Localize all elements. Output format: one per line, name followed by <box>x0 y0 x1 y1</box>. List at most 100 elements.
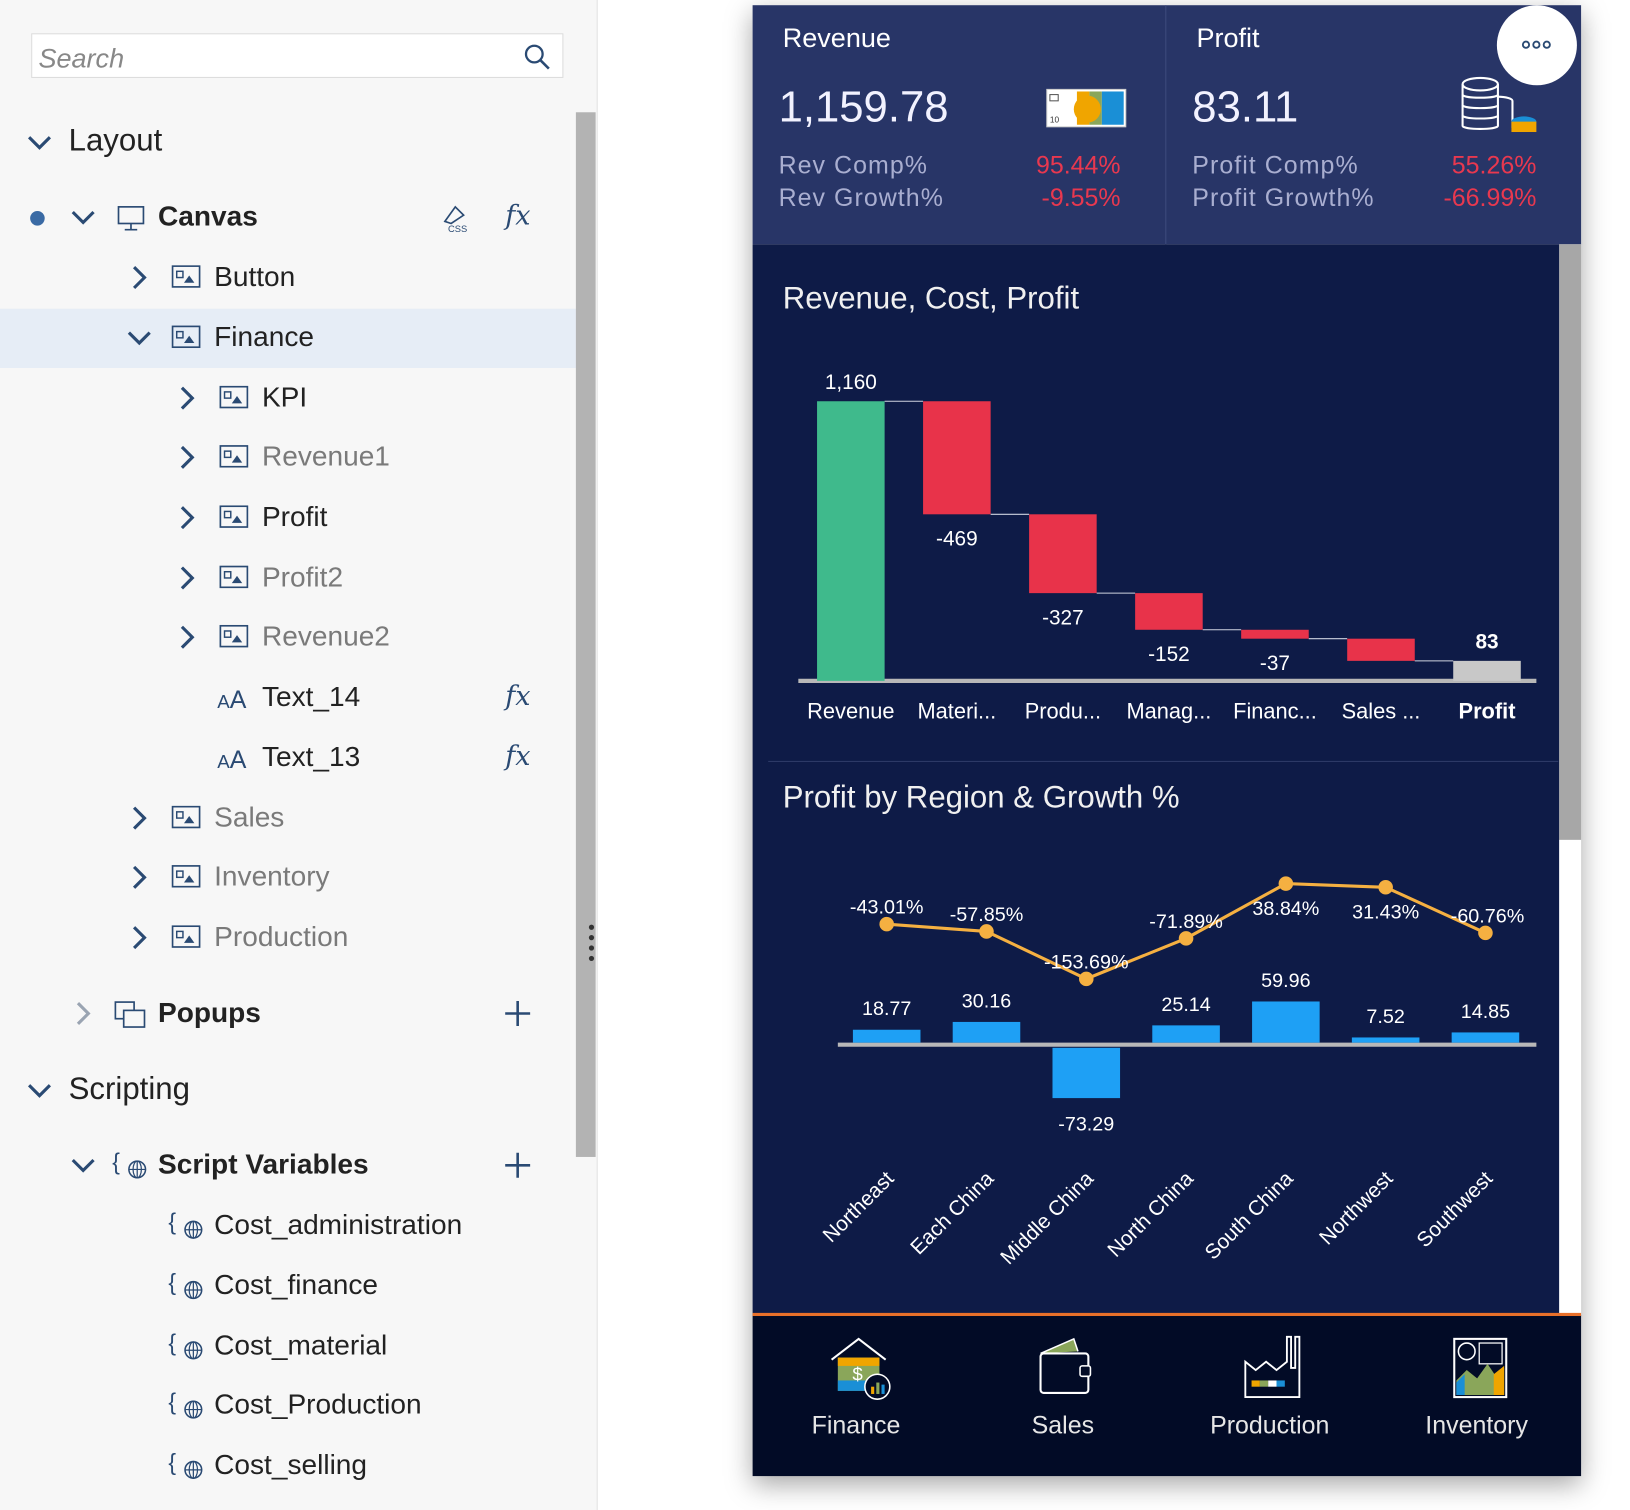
css-brush-icon[interactable]: CSS <box>439 203 470 234</box>
waterfall-category-label: Manag... <box>1126 698 1211 723</box>
tree-item-cost-selling[interactable]: {Cost_selling <box>0 1437 576 1496</box>
fx-formula-icon[interactable]: fx <box>505 200 531 232</box>
growth-label: -57.85% <box>950 904 1024 926</box>
tree-item-text-13[interactable]: A A Text_13 fx <box>0 729 576 788</box>
tree-item-text-14[interactable]: A A Text_14 fx <box>0 668 576 727</box>
growth-point <box>1079 971 1094 987</box>
tree-item-production[interactable]: Production <box>0 909 576 968</box>
search-icon[interactable] <box>523 43 552 72</box>
splitter-handle-icon[interactable] <box>588 923 595 963</box>
add-icon[interactable] <box>503 1151 532 1180</box>
svg-text:{: { <box>168 1449 176 1475</box>
tree-item-finance[interactable]: Finance <box>0 308 576 368</box>
rev-growth-value: -9.55% <box>1041 183 1121 213</box>
tree-item-cost-administration[interactable]: {Cost_administration <box>0 1196 576 1255</box>
profit-comp-label: Profit Comp% <box>1192 151 1359 180</box>
factory-icon <box>1244 1335 1301 1399</box>
tree-item-inventory[interactable]: Inventory <box>0 848 576 907</box>
tree-item-kpi[interactable]: KPI <box>0 369 576 428</box>
tree-item-revenue1[interactable]: Revenue1 <box>0 428 576 487</box>
panel-icon <box>171 325 201 353</box>
profit-growth-label: Profit Growth% <box>1192 183 1375 213</box>
tree-item-label: Script Variables <box>158 1148 369 1180</box>
nav-production-label: Production <box>1210 1411 1330 1440</box>
chevron-right-icon[interactable] <box>125 804 154 833</box>
nav-inventory[interactable]: Inventory <box>1373 1331 1580 1466</box>
waterfall-data-label: -152 <box>1148 643 1190 666</box>
tree-item-script-variables[interactable]: {Script Variables <box>0 1136 576 1195</box>
tree-item-canvas[interactable]: Canvas CSS fx <box>0 188 576 247</box>
section-layout[interactable]: Layout <box>0 113 576 172</box>
more-icon <box>1521 40 1551 49</box>
tree-item-cost-finance[interactable]: {Cost_finance <box>0 1257 576 1316</box>
fx-formula-icon[interactable]: fx <box>505 680 531 713</box>
profit-kpi-value: 83.11 <box>1192 82 1299 131</box>
chevron-down-icon[interactable] <box>69 203 98 232</box>
chevron-right-icon[interactable] <box>173 563 202 592</box>
tree-item-label: Revenue2 <box>261 620 390 652</box>
combo-bar-label: 25.14 <box>1161 994 1210 1016</box>
tree-item-profit2[interactable]: Profit2 <box>0 549 576 608</box>
growth-label: -43.01% <box>850 897 924 919</box>
fx-formula-icon[interactable]: fx <box>505 741 531 773</box>
growth-label: -60.76% <box>1451 906 1525 928</box>
combo-bar-label: 7.52 <box>1366 1006 1404 1028</box>
svg-text:A: A <box>230 686 247 710</box>
chevron-right-icon[interactable] <box>125 863 154 892</box>
tree-item-label: Cost_administration <box>214 1208 463 1241</box>
chevron-right-icon[interactable] <box>173 503 202 532</box>
chevron-down-icon[interactable] <box>69 1151 98 1180</box>
combo-bar-label: 59.96 <box>1261 970 1310 992</box>
panel-icon <box>171 865 201 893</box>
chevron-right-icon[interactable] <box>173 623 202 652</box>
tree-item-cost-production[interactable]: {Cost_Production <box>0 1376 576 1435</box>
waterfall-bar <box>1029 514 1097 594</box>
chevron-down-icon[interactable] <box>125 323 154 352</box>
tree-item-cost-material[interactable]: {Cost_material <box>0 1317 576 1376</box>
search-input[interactable]: Search <box>31 33 564 78</box>
tree-item-revenue2[interactable]: Revenue2 <box>0 608 576 667</box>
tree-item-button[interactable]: Button <box>0 248 576 307</box>
waterfall-category-label: Produ... <box>1025 698 1101 723</box>
tree-item-profit[interactable]: Profit <box>0 489 576 548</box>
tree-item-label: Revenue1 <box>261 440 390 472</box>
combo-bar <box>952 1021 1021 1043</box>
combo-bar-label: 18.77 <box>862 998 911 1020</box>
tree-item-label: Inventory <box>214 860 330 892</box>
bottom-navigation: $ Finance Sales Production Inventory <box>752 1314 1582 1477</box>
chevron-down-icon[interactable] <box>25 1076 54 1105</box>
tree-item-label: Profit2 <box>261 561 344 593</box>
tree-item-sales[interactable]: Sales <box>0 789 576 848</box>
growth-label: -153.69% <box>1044 951 1129 973</box>
chevron-right-icon[interactable] <box>173 384 202 413</box>
chevron-right-icon[interactable] <box>125 263 154 292</box>
chevron-right-icon[interactable] <box>125 923 154 952</box>
tree-item-popups[interactable]: Popups <box>0 984 576 1043</box>
app-scrollbar[interactable] <box>1559 244 1582 840</box>
profit-kpi-title: Profit <box>1196 21 1260 54</box>
svg-text:{: { <box>168 1269 176 1295</box>
nav-production[interactable]: Production <box>1166 1331 1373 1466</box>
add-icon[interactable] <box>503 999 532 1028</box>
nav-sales[interactable]: Sales <box>959 1331 1166 1466</box>
svg-text:$: $ <box>852 1363 863 1384</box>
chevron-right-icon[interactable] <box>69 999 98 1028</box>
search-placeholder: Search <box>38 42 125 74</box>
growth-point <box>1378 880 1393 895</box>
chevron-down-icon[interactable] <box>25 128 54 157</box>
combo-chart-title: Profit by Region & Growth % <box>782 780 1180 815</box>
nav-finance-label: Finance <box>811 1411 901 1440</box>
chevron-right-icon[interactable] <box>173 443 202 472</box>
nav-sales-label: Sales <box>1031 1411 1095 1440</box>
combo-category-label: Northwest <box>1315 1167 1398 1250</box>
more-options-button[interactable] <box>1496 5 1577 86</box>
tree-item-label: Text_13 <box>261 741 361 773</box>
nav-finance[interactable]: $ Finance <box>753 1331 960 1466</box>
banknote-icon: 10 <box>1046 88 1127 128</box>
growth-point <box>1278 876 1294 891</box>
script-variable-icon: { <box>168 1269 203 1305</box>
outline-scrollbar[interactable] <box>575 112 596 1157</box>
growth-point <box>979 924 994 939</box>
section-scripting[interactable]: Scripting <box>0 1061 576 1120</box>
